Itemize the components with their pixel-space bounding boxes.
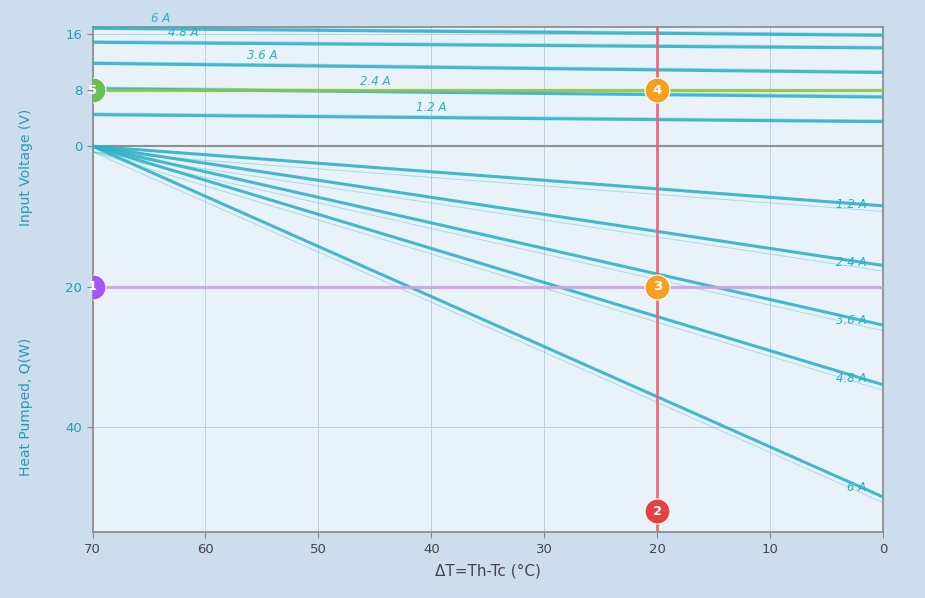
X-axis label: ΔT=Th-Tc (°C): ΔT=Th-Tc (°C) [435,564,541,579]
Text: Heat Pumped, Q(W): Heat Pumped, Q(W) [18,337,33,476]
Text: 3: 3 [653,280,662,293]
Text: 6 A: 6 A [847,481,867,493]
Text: 2: 2 [653,505,662,518]
Text: 1.2 A: 1.2 A [836,198,867,210]
Text: Input Voltage (V): Input Voltage (V) [18,109,33,226]
Text: 4.8 A: 4.8 A [167,26,198,39]
Text: 2.4 A: 2.4 A [836,255,867,269]
Text: 3.6 A: 3.6 A [247,49,278,62]
Text: 4: 4 [653,84,662,96]
Text: 2.4 A: 2.4 A [360,75,390,88]
Text: 1: 1 [88,280,97,293]
Text: 3.6 A: 3.6 A [836,313,867,327]
Text: 1.2 A: 1.2 A [416,101,447,114]
Text: 5: 5 [88,84,97,96]
Text: 4.8 A: 4.8 A [836,371,867,385]
Text: 6 A: 6 A [151,13,170,25]
